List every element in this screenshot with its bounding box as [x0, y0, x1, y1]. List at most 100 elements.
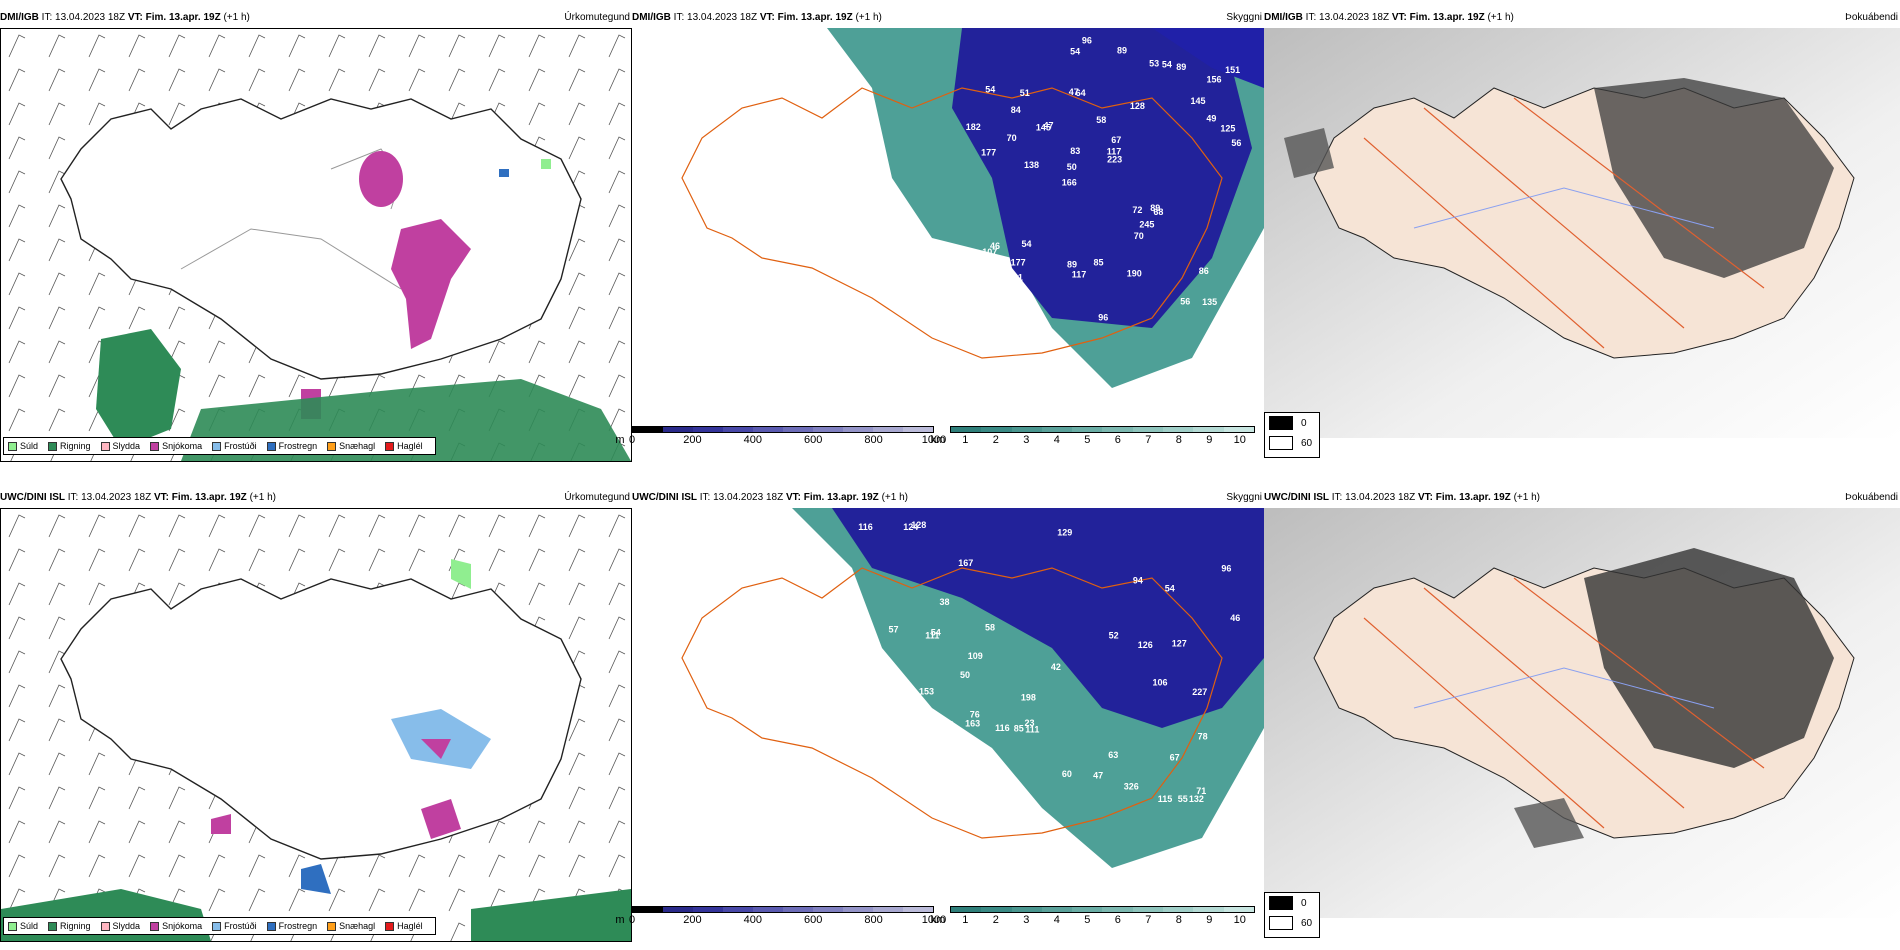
cloud-base-label: 106 [1153, 678, 1168, 688]
cloud-base-label: 223 [1107, 154, 1122, 164]
cloud-base-label: 105 [995, 302, 1010, 312]
precip-panel-top: DMI/IGB IT: 13.04.2023 18Z VT: Fim. 13.a… [0, 10, 632, 462]
fog-panel-bottom: UWC/DINI ISL IT: 13.04.2023 18Z VT: Fim.… [1264, 490, 1900, 942]
cloud-base-label: 78 [1198, 732, 1208, 742]
scale-tick: 800 [864, 914, 883, 926]
cloud-base-label: 63 [1108, 750, 1118, 760]
cloud-base-label: 151 [1225, 65, 1240, 75]
cloud-map: 135 177 156 166 128 105 47 58 46 47 48 61 64 67 68 54 54… [632, 28, 1264, 426]
scale-tick: 600 [804, 434, 823, 446]
legend-item: Súld [8, 441, 38, 451]
scale-unit: km [930, 914, 946, 926]
cloud-base-label: 84 [872, 762, 882, 772]
legend-item: Snjókoma [150, 441, 202, 451]
scale-unit: km [930, 434, 946, 446]
legend-swatch [212, 441, 222, 451]
legend-label: Slydda [112, 441, 141, 451]
panel-title: Úrkomutegund [564, 12, 630, 23]
cloud-base-label: 115 [1158, 794, 1173, 804]
legend-item: Rigning [48, 441, 91, 451]
cloud-base-label: 67 [1170, 753, 1180, 763]
scale-tick: 2 [992, 914, 999, 926]
legend-item: Haglél [385, 441, 423, 451]
scale-tick: 6 [1114, 914, 1121, 926]
fog-legend-row: 60 [1265, 433, 1319, 453]
cloud-base-label: 114 [864, 652, 879, 662]
cloud-base-label: 85 [1014, 723, 1024, 733]
cloud-base-label: 38 [940, 597, 950, 607]
cloud-base-label: 167 [958, 558, 973, 568]
legend-label: Rigning [60, 921, 91, 931]
elevation-scale: m 0 200 400 600 800 1000 [615, 426, 946, 454]
cloud-base-label: 54 [1162, 60, 1172, 70]
panel-header: DMI/IGB IT: 13.04.2023 18Z VT: Fim. 13.a… [1264, 10, 1900, 26]
scale-unit: m [615, 914, 625, 926]
scale-tick: 400 [743, 914, 762, 926]
scale-tick: 8 [1175, 914, 1182, 926]
cloud-base-label: 47 [1069, 87, 1079, 97]
cloud-base-label: 177 [981, 147, 996, 157]
cloud-base-label: 86 [1199, 266, 1209, 276]
cloud-base-label: 56 [1231, 138, 1241, 148]
legend-label: Slydda [112, 921, 141, 931]
cloud-panel-bottom: UWC/DINI ISL IT: 13.04.2023 18Z VT: Fim.… [615, 490, 1264, 942]
legend-swatch [48, 441, 58, 451]
legend-item: Snæhagl [327, 921, 375, 931]
cloud-base-label: 23 [1025, 718, 1035, 728]
scale-tick: 6 [1114, 434, 1121, 446]
cloud-base-label: 71 [1196, 786, 1206, 796]
cloud-base-label: 156 [1207, 75, 1222, 85]
fog-legend-swatch [1269, 436, 1293, 450]
fog-legend: 0 60 [1264, 412, 1320, 458]
scale-tick: 9 [1206, 434, 1213, 446]
cloud-base-label: 155 [976, 768, 991, 778]
legend-swatch [8, 441, 17, 451]
fog-legend-swatch [1269, 416, 1293, 430]
cloud-base-label: 70 [1134, 231, 1144, 241]
cloud-base-label: 145 [1191, 96, 1206, 106]
cloud-base-label: 47 [1044, 121, 1054, 131]
cloud-map: 198 111 124 106 132 167 85 50 163 126 127 129 116 115… [632, 508, 1264, 906]
cloud-base-label: 56 [1180, 297, 1190, 307]
cloud-base-label: 51 [860, 616, 870, 626]
cloud-base-label: 70 [1007, 133, 1017, 143]
panel-title: Þokuábendi [1845, 12, 1898, 23]
cloud-base-label: 42 [1051, 662, 1061, 672]
cloud-base-label: 86 [993, 306, 1003, 316]
cloud-base-label: 89 [1067, 260, 1077, 270]
fog-legend-value: 60 [1301, 917, 1313, 929]
cloud-base-label: 166 [1062, 178, 1077, 188]
cloud-base-label: 107 [982, 247, 997, 257]
scale-tick: 1 [962, 914, 969, 926]
cloud-base-label: 109 [968, 651, 983, 661]
cloud-base-label: 89 [1117, 45, 1127, 55]
cloud-base-label: 245 [1139, 220, 1154, 230]
fog-legend-value: 60 [1301, 437, 1313, 449]
cloud-base-label: 54 [1070, 47, 1080, 57]
cloud-base-label: 117 [1072, 269, 1087, 279]
legend-swatch [100, 441, 110, 451]
cloud-base-label: 117 [1107, 147, 1122, 157]
cloud-base-label: 71 [1021, 293, 1031, 303]
legend-swatch [266, 441, 276, 451]
cloud-base-label: 127 [1172, 638, 1187, 648]
fog-panel-top: DMI/IGB IT: 13.04.2023 18Z VT: Fim. 13.a… [1264, 10, 1900, 462]
panel-header: DMI/IGB IT: 13.04.2023 18Z VT: Fim. 13.a… [632, 10, 1264, 26]
fog-legend-row: 0 [1265, 893, 1319, 913]
precip-map-svg [1, 509, 631, 941]
cloud-base-label: 48 [970, 285, 980, 295]
cloud-base-label: 116 [995, 723, 1010, 733]
fog-map [1264, 508, 1900, 918]
cloud-base-label: 46 [990, 241, 1000, 251]
cloud-base-label: 180 [971, 312, 986, 322]
scale-tick: 1000 [921, 914, 947, 926]
scale-tick: 3 [1023, 434, 1030, 446]
cloud-base-label: 84 [1011, 105, 1021, 115]
cloud-base-label: 47 [1093, 771, 1103, 781]
scale-tick: 1000 [921, 434, 947, 446]
scale-tick: 7 [1145, 914, 1152, 926]
scale-tick: 8 [1175, 434, 1182, 446]
legend-swatch [8, 921, 17, 931]
legend-swatch [385, 441, 395, 451]
scale-tick: 200 [683, 914, 702, 926]
